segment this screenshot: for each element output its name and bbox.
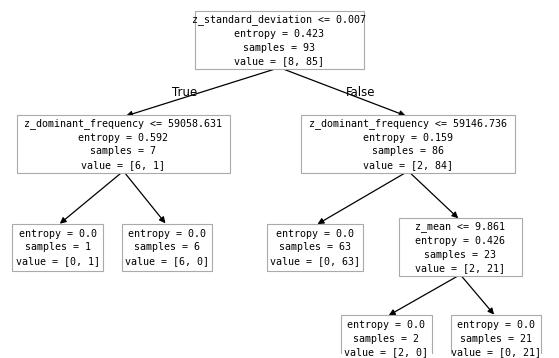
Text: entropy = 0.0
samples = 63
value = [0, 63]: entropy = 0.0 samples = 63 value = [0, 6… [270,229,360,266]
FancyBboxPatch shape [399,218,522,276]
Text: entropy = 0.0
samples = 1
value = [0, 1]: entropy = 0.0 samples = 1 value = [0, 1] [16,229,100,266]
FancyBboxPatch shape [341,315,432,358]
Text: entropy = 0.0
samples = 21
value = [0, 21]: entropy = 0.0 samples = 21 value = [0, 2… [451,320,541,357]
FancyBboxPatch shape [17,115,230,173]
Text: z_mean <= 9.861
entropy = 0.426
samples = 23
value = [2, 21]: z_mean <= 9.861 entropy = 0.426 samples … [415,222,505,273]
Text: False: False [345,86,375,99]
Text: z_dominant_frequency <= 59058.631
entropy = 0.592
samples = 7
value = [6, 1]: z_dominant_frequency <= 59058.631 entrop… [25,118,222,170]
FancyBboxPatch shape [301,115,515,173]
FancyBboxPatch shape [12,224,103,271]
FancyBboxPatch shape [451,315,541,358]
Text: z_dominant_frequency <= 59146.736
entropy = 0.159
samples = 86
value = [2, 84]: z_dominant_frequency <= 59146.736 entrop… [309,118,507,170]
Text: z_standard_deviation <= 0.007
entropy = 0.423
samples = 93
value = [8, 85]: z_standard_deviation <= 0.007 entropy = … [192,15,367,66]
FancyBboxPatch shape [267,224,363,271]
Text: entropy = 0.0
samples = 6
value = [6, 0]: entropy = 0.0 samples = 6 value = [6, 0] [125,229,209,266]
FancyBboxPatch shape [122,224,212,271]
Text: True: True [172,86,198,99]
FancyBboxPatch shape [195,11,364,69]
Text: entropy = 0.0
samples = 2
value = [2, 0]: entropy = 0.0 samples = 2 value = [2, 0] [344,320,428,357]
